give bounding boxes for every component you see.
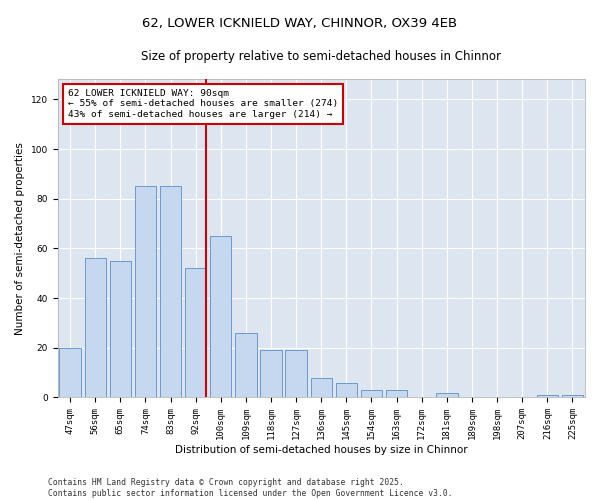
Text: 62 LOWER ICKNIELD WAY: 90sqm
← 55% of semi-detached houses are smaller (274)
43%: 62 LOWER ICKNIELD WAY: 90sqm ← 55% of se… — [68, 89, 338, 119]
Bar — [135, 186, 156, 398]
Bar — [260, 350, 282, 398]
Bar — [85, 258, 106, 398]
Bar — [311, 378, 332, 398]
Bar — [286, 350, 307, 398]
Bar — [59, 348, 81, 398]
Bar — [336, 382, 357, 398]
Title: Size of property relative to semi-detached houses in Chinnor: Size of property relative to semi-detach… — [141, 50, 501, 63]
Bar — [110, 261, 131, 398]
Y-axis label: Number of semi-detached properties: Number of semi-detached properties — [15, 142, 25, 335]
Bar — [536, 395, 558, 398]
Bar — [210, 236, 232, 398]
Text: Contains HM Land Registry data © Crown copyright and database right 2025.
Contai: Contains HM Land Registry data © Crown c… — [48, 478, 452, 498]
Bar — [562, 395, 583, 398]
X-axis label: Distribution of semi-detached houses by size in Chinnor: Distribution of semi-detached houses by … — [175, 445, 467, 455]
Bar — [361, 390, 382, 398]
Bar — [386, 390, 407, 398]
Bar — [160, 186, 181, 398]
Bar — [436, 392, 458, 398]
Bar — [235, 333, 257, 398]
Bar — [185, 268, 206, 398]
Text: 62, LOWER ICKNIELD WAY, CHINNOR, OX39 4EB: 62, LOWER ICKNIELD WAY, CHINNOR, OX39 4E… — [142, 18, 458, 30]
